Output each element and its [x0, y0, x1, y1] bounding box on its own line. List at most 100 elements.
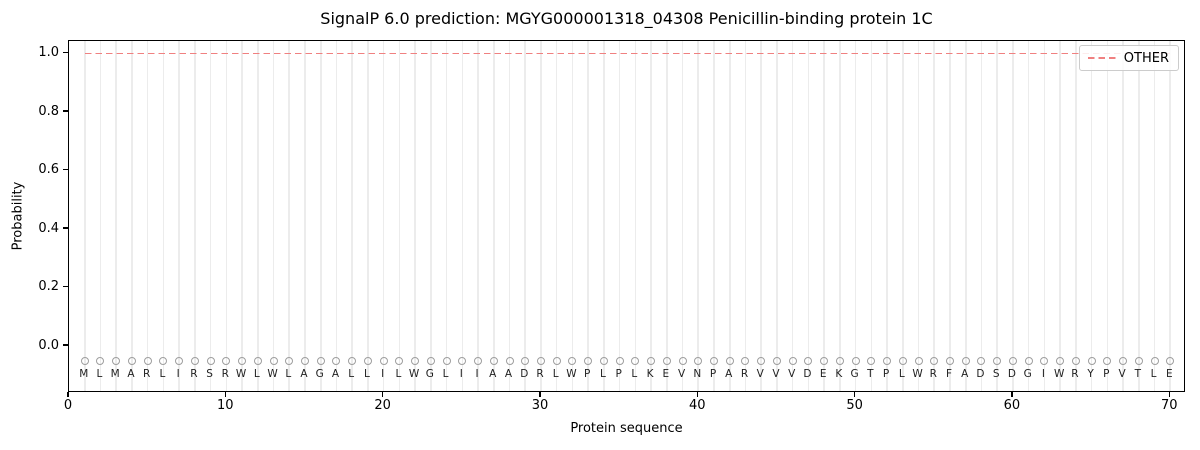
series-line-other [84, 52, 1171, 55]
residue-circle-marker [710, 356, 719, 365]
residue-gridline [83, 41, 86, 391]
residue-circle-marker [647, 356, 656, 365]
residue-circle-marker [946, 356, 954, 365]
sequence-letter: S [206, 367, 213, 380]
sequence-letter: A [300, 367, 308, 380]
x-tick-mark [224, 392, 226, 397]
residue-gridline [508, 41, 511, 391]
y-tick-mark [63, 227, 68, 229]
sequence-letter: L [552, 367, 559, 380]
residue-circle-marker [631, 356, 640, 365]
x-tick-mark [1011, 392, 1013, 397]
y-tick-mark [63, 110, 68, 112]
residue-gridline [382, 41, 385, 391]
sequence-letter: E [662, 367, 670, 380]
residue-gridline [618, 41, 621, 391]
residue-gridline [131, 41, 133, 391]
sequence-letter: I [381, 367, 385, 380]
residue-circle-marker [804, 356, 813, 365]
x-tick-mark [539, 392, 541, 397]
residue-gridline [194, 41, 196, 391]
sequence-letter: G [850, 367, 859, 380]
residue-gridline [1106, 41, 1109, 391]
residue-gridline [304, 41, 306, 391]
residue-circle-marker [411, 356, 420, 365]
x-tick-label: 70 [1160, 398, 1178, 413]
sequence-letter: A [489, 367, 497, 380]
residue-gridline [933, 41, 936, 391]
residue-circle-marker [599, 356, 608, 365]
residue-gridline [445, 41, 448, 391]
residue-gridline [854, 41, 857, 391]
residue-gridline [492, 41, 495, 391]
residue-gridline [1090, 41, 1093, 391]
x-tick-label: 30 [531, 398, 549, 413]
residue-circle-marker [222, 356, 231, 365]
residue-circle-marker [300, 356, 309, 365]
residue-gridline [807, 41, 810, 391]
residue-circle-marker [1103, 356, 1112, 365]
residue-gridline [414, 41, 416, 391]
residue-circle-marker [851, 356, 860, 365]
sequence-letter: L [442, 367, 449, 380]
residue-circle-marker [159, 356, 168, 365]
residue-gridline [902, 41, 904, 391]
y-tick-label: 0.6 [38, 162, 59, 178]
sequence-letter: T [1134, 367, 1141, 380]
sequence-letter: W [566, 367, 577, 380]
sequence-letter: L [898, 367, 905, 380]
sequence-letter: W [1053, 367, 1065, 380]
y-tick-mark [63, 344, 68, 346]
residue-gridline [162, 41, 165, 391]
residue-gridline [980, 41, 983, 391]
residue-circle-marker [143, 356, 152, 365]
residue-circle-marker [363, 356, 372, 365]
residue-gridline [115, 41, 117, 391]
sequence-letter: G [425, 367, 434, 380]
residue-circle-marker [993, 356, 1002, 365]
y-tick-label: 1.0 [38, 45, 59, 61]
residue-circle-marker [568, 356, 577, 365]
residue-gridline [666, 41, 668, 391]
residue-gridline [776, 41, 778, 391]
residue-gridline [571, 41, 574, 391]
sequence-letter: W [267, 367, 278, 380]
y-axis-label: Probability [10, 181, 26, 251]
residue-circle-marker [584, 356, 593, 365]
sequence-letter: L [599, 367, 606, 380]
residue-gridline [1075, 41, 1077, 391]
sequence-letter: P [583, 367, 591, 380]
sequence-letter: W [235, 367, 247, 380]
x-tick-label: 60 [1003, 398, 1021, 413]
residue-circle-marker [1166, 356, 1175, 365]
sequence-letter: L [631, 367, 638, 380]
sequence-letter: M [110, 367, 120, 380]
sequence-letter: P [615, 367, 622, 380]
sequence-letter: V [772, 367, 780, 380]
residue-circle-marker [1150, 356, 1159, 365]
residue-circle-marker [552, 356, 561, 365]
residue-circle-marker [820, 356, 829, 365]
sequence-letter: P [882, 367, 890, 380]
residue-circle-marker [348, 356, 357, 365]
residue-circle-marker [269, 356, 278, 365]
x-tick-mark [382, 392, 384, 397]
x-tick-label: 10 [217, 398, 234, 413]
sequence-letter: V [788, 367, 796, 380]
residue-gridline [650, 41, 652, 391]
residue-gridline [603, 41, 605, 391]
residue-gridline [477, 41, 479, 391]
residue-gridline [1122, 41, 1124, 391]
sequence-letter: Y [1087, 367, 1094, 380]
x-tick-mark [1168, 392, 1170, 397]
y-tick-mark [63, 168, 68, 171]
residue-circle-marker [930, 356, 939, 365]
residue-gridline [351, 41, 353, 391]
residue-circle-marker [458, 356, 467, 365]
chart-title: SignalP 6.0 prediction: MGYG000001318_04… [320, 9, 933, 28]
sequence-letter: E [1165, 367, 1173, 380]
residue-circle-marker [238, 356, 247, 365]
x-tick-mark [854, 392, 856, 397]
sequence-letter: L [159, 367, 166, 380]
